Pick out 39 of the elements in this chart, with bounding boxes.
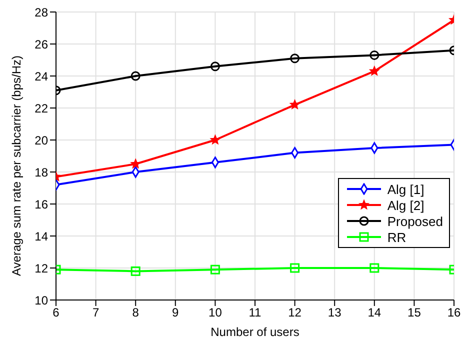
point <box>370 50 380 60</box>
x-tick-label: 9 <box>172 306 180 320</box>
point <box>290 54 300 64</box>
y-tick-label: 28 <box>34 5 48 20</box>
y-tick-label: 20 <box>34 133 48 148</box>
point <box>210 264 220 274</box>
y-tick-label: 10 <box>34 293 48 308</box>
x-tick-label: 15 <box>408 306 422 320</box>
point <box>210 135 220 144</box>
y-tick-label: 16 <box>34 197 48 212</box>
x-tick-label: 6 <box>52 306 60 320</box>
point <box>130 266 140 276</box>
x-tick-label: 12 <box>288 306 302 320</box>
x-tick-label: 8 <box>132 306 140 320</box>
point <box>210 62 220 72</box>
point <box>130 159 140 168</box>
point <box>290 100 300 109</box>
point <box>290 263 300 273</box>
x-tick-label: 16 <box>447 306 461 320</box>
point <box>370 66 380 76</box>
legend-label: RR <box>387 230 406 244</box>
y-tick-label: 12 <box>34 261 48 276</box>
point <box>370 263 380 273</box>
y-tick-label: 14 <box>34 229 48 244</box>
y-tick-label: 26 <box>34 37 48 52</box>
x-axis-title: Number of users <box>210 325 300 339</box>
x-tick-label: 14 <box>368 306 382 320</box>
legend-label: Proposed <box>387 214 443 228</box>
x-tick-label: 13 <box>328 306 342 320</box>
legend-label: Alg [2] <box>387 198 424 212</box>
y-tick-label: 18 <box>34 165 48 180</box>
x-tick-label: 10 <box>208 306 222 320</box>
x-tick-label: 11 <box>248 306 262 320</box>
y-tick-label: 22 <box>34 101 48 116</box>
x-tick-label: 7 <box>92 306 100 320</box>
legend-label: Alg [1] <box>387 182 424 196</box>
point <box>130 71 140 81</box>
y-axis-title: Average sum rate per subcarrier (bps/Hz) <box>9 55 24 276</box>
y-tick-label: 24 <box>34 69 48 84</box>
